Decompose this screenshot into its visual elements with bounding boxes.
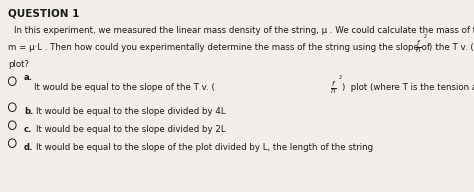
Text: )  plot (where T is the tension and f is the frequency of vibration): ) plot (where T is the tension and f is … [342,83,474,92]
Text: d.: d. [24,143,33,152]
Text: ): ) [428,43,431,52]
Text: QUESTION 1: QUESTION 1 [8,8,79,18]
Text: b.: b. [24,107,33,116]
Text: It would be equal to the slope of the plot divided by L, the length of the strin: It would be equal to the slope of the pl… [36,143,373,152]
Text: $^2$: $^2$ [338,74,343,80]
Text: a.: a. [24,73,33,82]
Text: $^2$: $^2$ [423,33,428,39]
Text: m = μ·L . Then how could you experimentally determine the mass of the string usi: m = μ·L . Then how could you experimenta… [8,43,474,52]
Text: $\frac{f}{n}$: $\frac{f}{n}$ [415,38,422,55]
Text: plot?: plot? [8,60,29,69]
Text: In this experiment, we measured the linear mass density of the string, μ . We co: In this experiment, we measured the line… [14,26,474,35]
Text: It would be equal to the slope divided by 4L: It would be equal to the slope divided b… [36,107,226,116]
Text: $\frac{f}{n}$: $\frac{f}{n}$ [330,79,337,96]
Text: c.: c. [24,125,32,134]
Text: It would be equal to the slope of the T v. (: It would be equal to the slope of the T … [34,83,215,92]
Text: It would be equal to the slope divided by 2L: It would be equal to the slope divided b… [36,125,226,134]
